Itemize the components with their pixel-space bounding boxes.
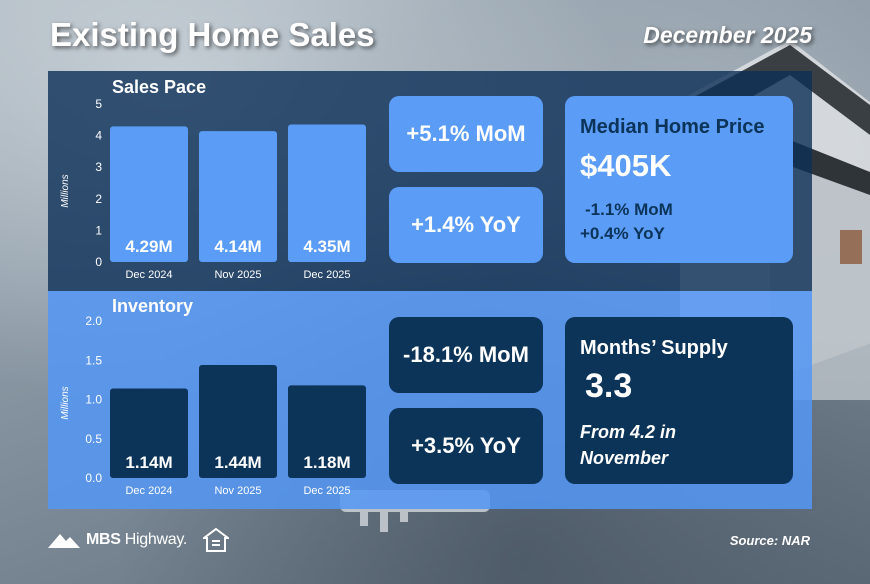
y-tick-label: 4	[95, 129, 102, 143]
x-category-label: Dec 2025	[303, 485, 350, 497]
sales-pace-panel: Sales Pace Millions 0 1 2 3 4 5 4.29M 4.14M 4.3…	[48, 71, 812, 291]
bar-data-label: 1.14M	[125, 453, 172, 472]
y-tick-label: 1.5	[85, 353, 102, 367]
sales-yoy-box: +1.4% YoY	[389, 187, 543, 263]
chart-title: Inventory	[112, 296, 193, 316]
months-supply-title: Months’ Supply	[580, 337, 728, 359]
logo-bold: MBS	[86, 531, 121, 548]
mbs-highway-logo: MBS Highway.	[48, 528, 230, 552]
y-tick-label: 0	[95, 255, 102, 269]
bar-data-label: 4.35M	[303, 237, 350, 256]
median-price-yoy: +0.4% YoY	[580, 224, 665, 243]
inventory-mom-value: -18.1% MoM	[403, 342, 529, 367]
x-category-label: Nov 2025	[214, 485, 261, 497]
sales-pace-chart: Sales Pace Millions 0 1 2 3 4 5 4.29M 4.14M 4.3…	[60, 77, 366, 281]
inventory-chart: Inventory Millions 0.0 0.5 1.0 1.5 2.0 1.14M…	[60, 296, 366, 497]
median-price-card: Median Home Price $405K -1.1% MoM +0.4% …	[565, 96, 793, 263]
bar	[288, 385, 366, 478]
y-axis-label: Millions	[60, 386, 71, 419]
bar-data-label: 4.29M	[125, 237, 172, 256]
bar	[288, 124, 366, 262]
bar-data-label: 4.14M	[214, 237, 261, 256]
inventory-panel: Inventory Millions 0.0 0.5 1.0 1.5 2.0 1.14M…	[48, 291, 812, 509]
y-tick-label: 1.0	[85, 393, 102, 407]
median-price-mom: -1.1% MoM	[585, 200, 673, 219]
y-tick-label: 2	[95, 192, 102, 206]
inventory-yoy-box: +3.5% YoY	[389, 408, 543, 484]
y-tick-label: 0.0	[85, 471, 102, 485]
bar	[199, 364, 277, 478]
y-tick-label: 5	[95, 97, 102, 111]
bar	[110, 126, 188, 262]
median-price-value: $405K	[580, 148, 672, 183]
y-axis-label: Millions	[60, 174, 71, 207]
mountain-icon	[48, 534, 80, 548]
sales-mom-box: +5.1% MoM	[389, 96, 543, 172]
x-category-label: Dec 2025	[303, 269, 350, 281]
page-title: Existing Home Sales	[50, 16, 375, 53]
x-category-label: Dec 2024	[125, 269, 172, 281]
y-tick-label: 0.5	[85, 432, 102, 446]
months-supply-note-2: November	[580, 448, 669, 468]
months-supply-note-1: From 4.2 in	[580, 422, 677, 442]
y-tick-label: 1	[95, 223, 102, 237]
source-note: Source: NAR	[729, 533, 810, 548]
equal-housing-icon	[203, 528, 230, 552]
inventory-mom-box: -18.1% MoM	[389, 317, 543, 393]
bar-data-label: 1.44M	[214, 453, 261, 472]
y-tick-label: 3	[95, 160, 102, 174]
inventory-yoy-value: +3.5% YoY	[411, 433, 521, 458]
logo-mark: .	[182, 531, 188, 548]
median-price-title: Median Home Price	[580, 116, 765, 138]
bar	[110, 388, 188, 478]
chart-title: Sales Pace	[112, 77, 206, 97]
x-category-label: Dec 2024	[125, 485, 172, 497]
y-tick-label: 2.0	[85, 314, 102, 328]
months-supply-value: 3.3	[585, 367, 633, 405]
bar	[199, 131, 277, 262]
x-category-label: Nov 2025	[214, 269, 261, 281]
sales-yoy-value: +1.4% YoY	[411, 212, 521, 237]
logo-text: MBS Highway.	[86, 531, 187, 549]
months-supply-card: Months’ Supply 3.3 From 4.2 in November	[565, 317, 793, 484]
sales-mom-value: +5.1% MoM	[406, 121, 526, 146]
logo-rest: Highway	[120, 531, 183, 548]
report-date: December 2025	[643, 22, 812, 48]
bar-data-label: 1.18M	[303, 453, 350, 472]
